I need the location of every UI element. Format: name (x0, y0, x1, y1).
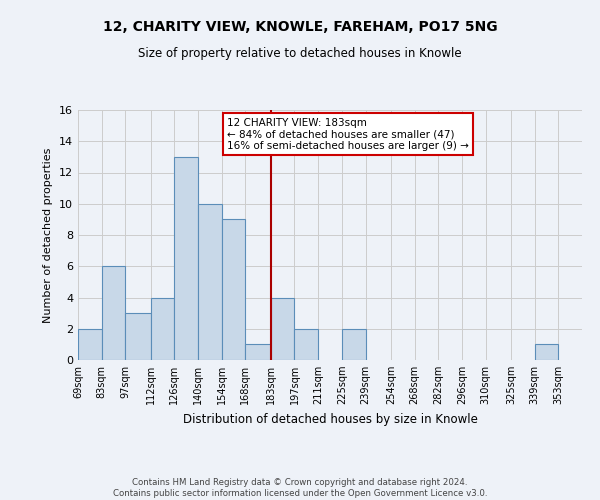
Bar (295, 329, 318, 360)
Bar (222, 220, 245, 360)
Bar (271, 298, 295, 360)
Text: 12, CHARITY VIEW, KNOWLE, FAREHAM, PO17 5NG: 12, CHARITY VIEW, KNOWLE, FAREHAM, PO17 … (103, 20, 497, 34)
Text: Size of property relative to detached houses in Knowle: Size of property relative to detached ho… (138, 48, 462, 60)
Bar (151, 298, 175, 360)
Bar (342, 329, 365, 360)
Text: Contains HM Land Registry data © Crown copyright and database right 2024.
Contai: Contains HM Land Registry data © Crown c… (113, 478, 487, 498)
Bar (535, 344, 559, 360)
X-axis label: Distribution of detached houses by size in Knowle: Distribution of detached houses by size … (182, 412, 478, 426)
Bar (101, 266, 125, 360)
Bar (175, 157, 198, 360)
Y-axis label: Number of detached properties: Number of detached properties (43, 148, 53, 322)
Bar (198, 204, 222, 360)
Text: 12 CHARITY VIEW: 183sqm
← 84% of detached houses are smaller (47)
16% of semi-de: 12 CHARITY VIEW: 183sqm ← 84% of detache… (227, 118, 469, 150)
Bar (245, 344, 271, 360)
Bar (78, 329, 101, 360)
Bar (125, 313, 151, 360)
